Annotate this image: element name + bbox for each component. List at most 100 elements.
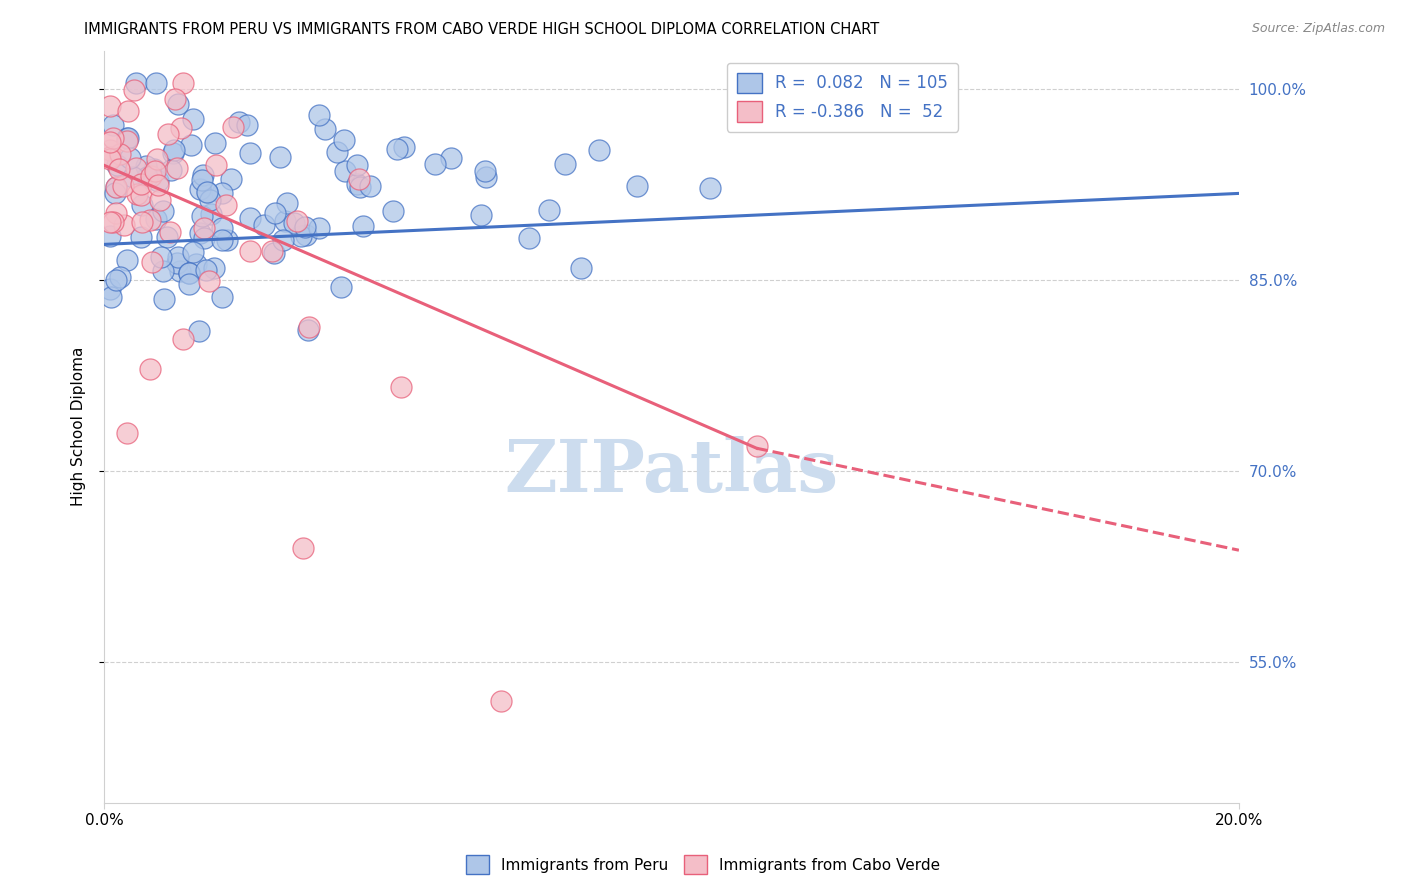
Point (98, 99, 121, 113)
Point (129, 177, 152, 191)
Point (179, 277, 201, 291)
Point (98, 281, 121, 295)
Point (195, 185, 218, 199)
Legend: R =  0.082   N = 105, R = -0.386   N =  52: R = 0.082 N = 105, R = -0.386 N = 52 (727, 62, 959, 132)
Point (181, 245, 204, 260)
Point (141, 255, 163, 269)
Point (139, 213, 162, 227)
Point (193, 231, 215, 245)
Point (236, 118, 259, 132)
Point (330, 280, 353, 294)
Point (142, 162, 165, 177)
Point (177, 266, 200, 280)
Point (131, 215, 153, 229)
Point (111, 179, 134, 194)
Point (172, 332, 194, 346)
Point (125, 76, 148, 90)
Point (131, 187, 153, 202)
Point (274, 214, 297, 228)
Point (129, 230, 152, 244)
Point (117, 131, 139, 145)
Point (118, 151, 141, 165)
Point (264, 206, 287, 220)
Point (135, 159, 157, 173)
Point (150, 250, 173, 264)
Point (139, 169, 162, 184)
Point (326, 145, 349, 159)
Point (200, 207, 222, 221)
Point (276, 195, 298, 210)
Point (332, 133, 354, 147)
Point (155, 230, 177, 244)
Point (215, 198, 238, 212)
Point (98, 150, 121, 164)
Point (105, 206, 128, 220)
Point (162, 145, 184, 160)
Point (127, 187, 149, 202)
Point (198, 274, 221, 288)
Point (347, 172, 370, 186)
Point (228, 115, 250, 129)
Point (166, 161, 188, 176)
Point (745, 439, 768, 453)
Point (101, 118, 124, 132)
Point (262, 244, 284, 258)
Point (308, 108, 330, 122)
Point (285, 214, 308, 228)
Point (104, 186, 127, 200)
Point (122, 170, 145, 185)
Point (98, 214, 121, 228)
Point (179, 266, 201, 280)
Point (160, 162, 183, 177)
Point (98, 153, 121, 167)
Point (122, 83, 145, 97)
Point (470, 208, 492, 222)
Point (145, 76, 167, 90)
Text: ZIPatlas: ZIPatlas (505, 436, 838, 508)
Point (239, 244, 262, 258)
Point (105, 158, 128, 172)
Point (425, 157, 447, 171)
Point (385, 142, 408, 156)
Point (314, 122, 336, 136)
Point (474, 164, 496, 178)
Point (98, 229, 121, 244)
Point (205, 158, 228, 172)
Point (491, 693, 513, 707)
Point (108, 269, 131, 284)
Y-axis label: High School Diploma: High School Diploma (72, 347, 86, 507)
Text: Source: ZipAtlas.com: Source: ZipAtlas.com (1251, 22, 1385, 36)
Point (117, 103, 139, 118)
Point (104, 273, 127, 287)
Point (100, 290, 122, 304)
Point (211, 233, 233, 247)
Point (98, 136, 121, 150)
Point (389, 380, 412, 394)
Point (172, 76, 194, 90)
Point (152, 264, 174, 278)
Point (159, 225, 181, 239)
Point (349, 180, 371, 194)
Point (157, 127, 180, 141)
Point (195, 186, 218, 200)
Text: IMMIGRANTS FROM PERU VS IMMIGRANTS FROM CABO VERDE HIGH SCHOOL DIPLOMA CORRELATI: IMMIGRANTS FROM PERU VS IMMIGRANTS FROM … (84, 22, 880, 37)
Point (135, 169, 157, 184)
Point (204, 136, 226, 150)
Point (191, 168, 214, 182)
Point (475, 169, 498, 184)
Point (170, 120, 193, 135)
Point (166, 250, 188, 264)
Point (148, 173, 170, 187)
Point (440, 151, 463, 165)
Point (167, 96, 190, 111)
Point (143, 163, 166, 178)
Point (290, 229, 312, 244)
Point (188, 182, 211, 196)
Point (131, 198, 153, 212)
Point (112, 219, 135, 233)
Point (149, 193, 172, 207)
Point (283, 216, 305, 230)
Point (124, 161, 146, 176)
Point (537, 203, 560, 218)
Point (291, 541, 314, 555)
